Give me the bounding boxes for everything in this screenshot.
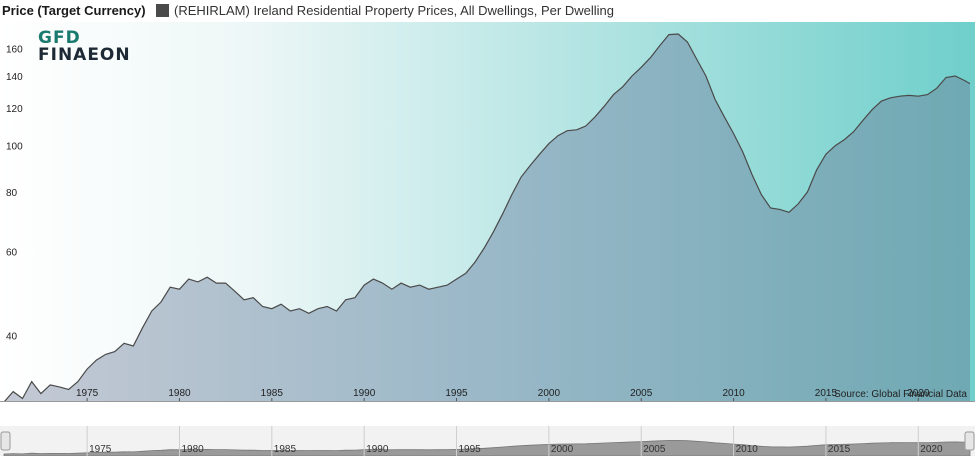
gfd-finaeon-logo: GFD FINAEON	[38, 30, 160, 66]
legend-label[interactable]: (REHIRLAM) Ireland Residential Property …	[174, 3, 614, 18]
x-tick-label: 1995	[445, 388, 468, 399]
x-tick-label: 2005	[630, 388, 653, 399]
navigator-handle-right[interactable]	[964, 431, 975, 451]
navigator-series	[3, 440, 971, 456]
x-tick-label: 2010	[722, 388, 745, 399]
navigator-tick-label: 2005	[643, 444, 666, 455]
navigator-tick-label: 1975	[89, 444, 112, 455]
price-chart[interactable]: 40 60 80 100 120 140 160 1975 1980 1985 1990 1995 20…	[0, 22, 975, 402]
y-tick-label: 40	[6, 331, 18, 342]
navigator-tick-label: 1980	[182, 444, 205, 455]
y-tick-label: 120	[6, 104, 23, 115]
x-tick-label: 1985	[261, 388, 284, 399]
y-axis-title: Price (Target Currency)	[2, 3, 146, 18]
source-note: Source: Global Financial Data	[834, 389, 967, 400]
navigator-tick-label: 2010	[736, 444, 759, 455]
navigator-tick-label: 2015	[828, 444, 851, 455]
y-tick-label: 140	[6, 72, 23, 83]
logo-line-2: FINAEON	[38, 45, 131, 65]
series-line	[3, 33, 971, 402]
y-tick-label: 80	[6, 188, 18, 199]
x-tick-label: 1980	[168, 388, 191, 399]
navigator-tick-label: 2000	[551, 444, 574, 455]
y-tick-label: 100	[6, 142, 23, 153]
navigator-tick-label: 1995	[459, 444, 482, 455]
navigator-tick-label: 2020	[920, 444, 943, 455]
x-tick-label: 1975	[76, 388, 99, 399]
legend-swatch[interactable]	[156, 4, 169, 17]
navigator-tick-label: 1990	[366, 444, 389, 455]
navigator-tick-label: 1985	[274, 444, 297, 455]
series-area	[4, 34, 970, 402]
x-tick-label: 1990	[353, 388, 376, 399]
x-tick-label: 2000	[538, 388, 561, 399]
chart-header: Price (Target Currency) (REHIRLAM) Irela…	[0, 0, 975, 22]
navigator-scrollbar[interactable]: 1975 1980 1985 1990 1995 2000 2005 2010 2015 2020	[0, 426, 975, 456]
logo-line-1: GFD	[38, 28, 81, 48]
y-tick-label: 60	[6, 248, 18, 259]
x-tick-label: 2015	[815, 388, 838, 399]
x-tick-label: 2020	[907, 388, 930, 399]
y-tick-label: 160	[6, 44, 23, 55]
navigator-handle-left[interactable]	[0, 431, 11, 451]
